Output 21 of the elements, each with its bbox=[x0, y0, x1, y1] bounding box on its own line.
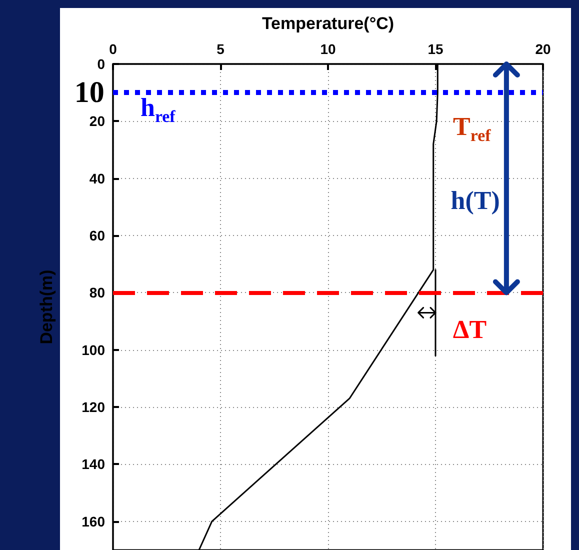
x-tick-label: 20 bbox=[535, 41, 551, 57]
x-tick-label: 15 bbox=[428, 41, 444, 57]
y-axis-title: Depth(m) bbox=[37, 270, 56, 344]
y-tick-label: 100 bbox=[82, 342, 106, 358]
x-tick-label: 10 bbox=[320, 41, 336, 57]
ref-line-label: h$_{ref}$ bbox=[140, 93, 176, 126]
y-tick-label: 0 bbox=[97, 56, 106, 72]
y-tick-label: 20 bbox=[89, 113, 106, 130]
x-tick-label: 5 bbox=[216, 41, 225, 57]
x-axis-title: Temperature(°C) bbox=[262, 14, 394, 33]
text: 10 bbox=[74, 76, 104, 109]
y-tick-label: 80 bbox=[89, 284, 106, 301]
y-tick-label: 60 bbox=[89, 228, 106, 244]
annotation: ΔT bbox=[452, 314, 487, 344]
y-tick-label: 140 bbox=[82, 456, 106, 472]
y-tick-label: 120 bbox=[82, 399, 106, 416]
y-tick-label: 40 bbox=[89, 170, 106, 186]
x-tick-label: 0 bbox=[109, 41, 118, 57]
annotation: h(T) bbox=[450, 186, 500, 216]
y-tick-label: 160 bbox=[82, 513, 106, 530]
annotation: T$_{ref}$ bbox=[453, 112, 491, 146]
